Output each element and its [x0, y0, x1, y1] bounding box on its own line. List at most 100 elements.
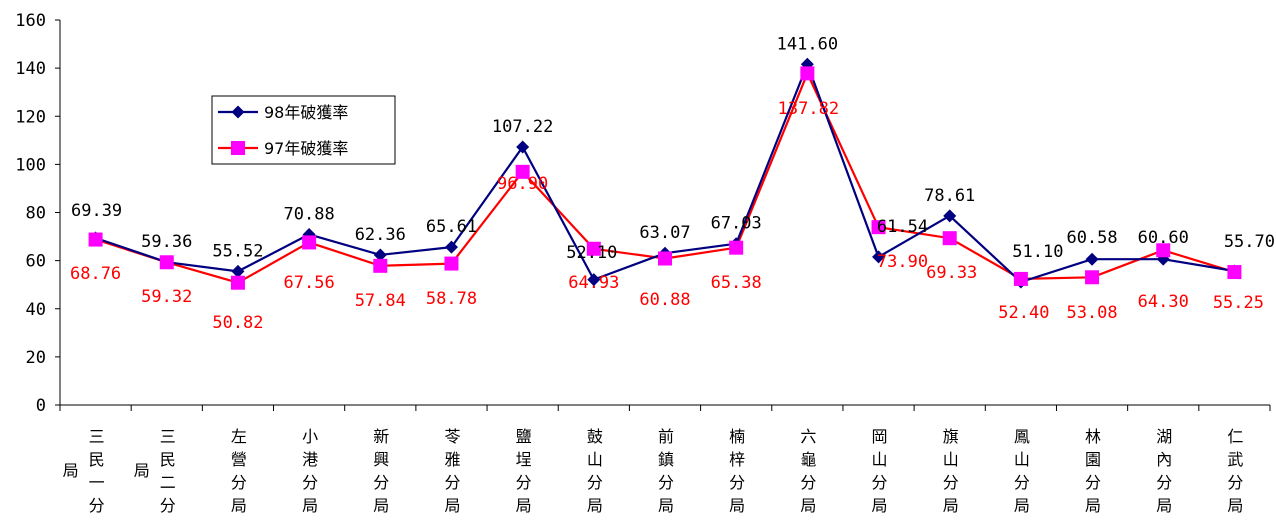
category-char: 苓: [444, 427, 460, 446]
category-char: 小: [302, 427, 318, 446]
category-char: 局: [1085, 496, 1101, 515]
series-98-point: [872, 250, 886, 264]
y-tick-label: 100: [15, 155, 46, 175]
category-char: 分: [1156, 473, 1172, 492]
data-label-97: 53.08: [1066, 303, 1117, 323]
category-char: 仁: [1227, 427, 1243, 446]
category-char: 鼓: [587, 427, 603, 446]
category-char: 局: [516, 496, 532, 515]
y-axis-ticks: 0 20 40 60 80 100 120 140 160: [15, 11, 60, 416]
category-char: 民: [89, 450, 105, 469]
data-label-98: 61.54: [877, 217, 928, 237]
category-char: 分: [729, 473, 745, 492]
category-char: 局: [1227, 496, 1243, 515]
data-label-98: 55.70: [1224, 232, 1275, 252]
category-char: 二: [160, 473, 176, 492]
category-char: 鳳: [1014, 427, 1030, 446]
category-char: 分: [1014, 473, 1030, 492]
series-97-point: [88, 232, 103, 247]
series-97-point: [800, 66, 815, 81]
x-axis-categories: 三民一局分三民二局分左營分局小港分局新興分局苓雅分局鹽埕分局鼓山分局前鎮分局楠梓…: [59, 405, 1271, 515]
category-char: 山: [872, 450, 888, 469]
legend-label-97: 97年破獲率: [264, 139, 348, 158]
series-97-point: [729, 240, 744, 255]
category-char: 雅: [444, 450, 460, 469]
data-label-98: 70.88: [284, 204, 335, 224]
y-tick-label: 120: [15, 107, 46, 127]
category-char: 分: [658, 473, 674, 492]
data-label-98: 67.03: [711, 214, 762, 234]
data-label-97: 67.56: [284, 273, 335, 293]
legend-marker-97: [231, 141, 245, 155]
y-tick-label: 0: [36, 396, 46, 416]
category-char: 岡: [872, 427, 888, 446]
series-markers: [88, 57, 1242, 290]
category-char: 局: [587, 496, 603, 515]
data-label-97: 55.25: [1213, 293, 1264, 313]
series-97-point: [302, 235, 317, 250]
data-label-98: 52.10: [566, 243, 617, 263]
y-tick-label: 60: [26, 252, 46, 272]
category-char: 山: [1014, 450, 1030, 469]
category-char: 鎮: [658, 450, 674, 469]
category-char: 分: [587, 473, 603, 492]
data-label-98: 62.36: [355, 225, 406, 245]
series-97-point: [444, 256, 459, 271]
y-tick-label: 140: [15, 59, 46, 79]
data-label-98: 55.52: [212, 241, 263, 261]
data-label-98: 63.07: [639, 223, 690, 243]
data-label-97: 64.93: [568, 273, 619, 293]
category-char: 局: [800, 496, 816, 515]
axes: [59, 20, 1270, 406]
data-label-98: 69.39: [71, 201, 122, 221]
category-char: 局: [943, 496, 959, 515]
data-label-97: 65.38: [711, 273, 762, 293]
y-tick-label: 80: [26, 204, 46, 224]
category-char: 龜: [800, 450, 816, 469]
data-label-97: 69.33: [926, 263, 977, 283]
category-char: 三: [160, 427, 176, 446]
category-char: 分: [872, 473, 888, 492]
category-char: 前: [658, 427, 674, 446]
series-98-point: [1085, 252, 1099, 266]
data-label-97: 59.32: [141, 287, 192, 307]
data-label-97: 52.40: [998, 303, 1049, 323]
data-label-97: 73.90: [877, 252, 928, 272]
series-97-point: [942, 231, 957, 246]
category-char: 局: [1156, 496, 1172, 515]
data-label-97: 58.78: [426, 289, 477, 309]
series-98-point: [943, 209, 957, 223]
category-char: 園: [1085, 450, 1101, 469]
category-char: 港: [302, 450, 318, 469]
series-98-point: [587, 273, 601, 287]
category-char: 左: [231, 427, 247, 446]
category-char: 分: [444, 473, 460, 492]
series-97-point: [159, 255, 174, 270]
category-char: 武: [1227, 450, 1243, 469]
data-label-97: 60.88: [639, 290, 690, 310]
series-97-point: [1013, 271, 1028, 286]
category-char: 分: [800, 473, 816, 492]
category-char: 分: [231, 473, 247, 492]
series-97-point: [871, 220, 886, 235]
data-label-98: 78.61: [924, 186, 975, 206]
category-char: 分: [943, 473, 959, 492]
legend-marker-98: [231, 105, 245, 119]
series-97-point: [658, 251, 672, 266]
data-label-97: 137.82: [778, 99, 839, 119]
data-labels: 69.39 59.36 55.52 70.88 62.36 65.61 107.22 52.1…: [70, 34, 1275, 333]
data-label-98: 60.58: [1066, 228, 1117, 248]
data-label-97: 64.30: [1138, 292, 1189, 312]
